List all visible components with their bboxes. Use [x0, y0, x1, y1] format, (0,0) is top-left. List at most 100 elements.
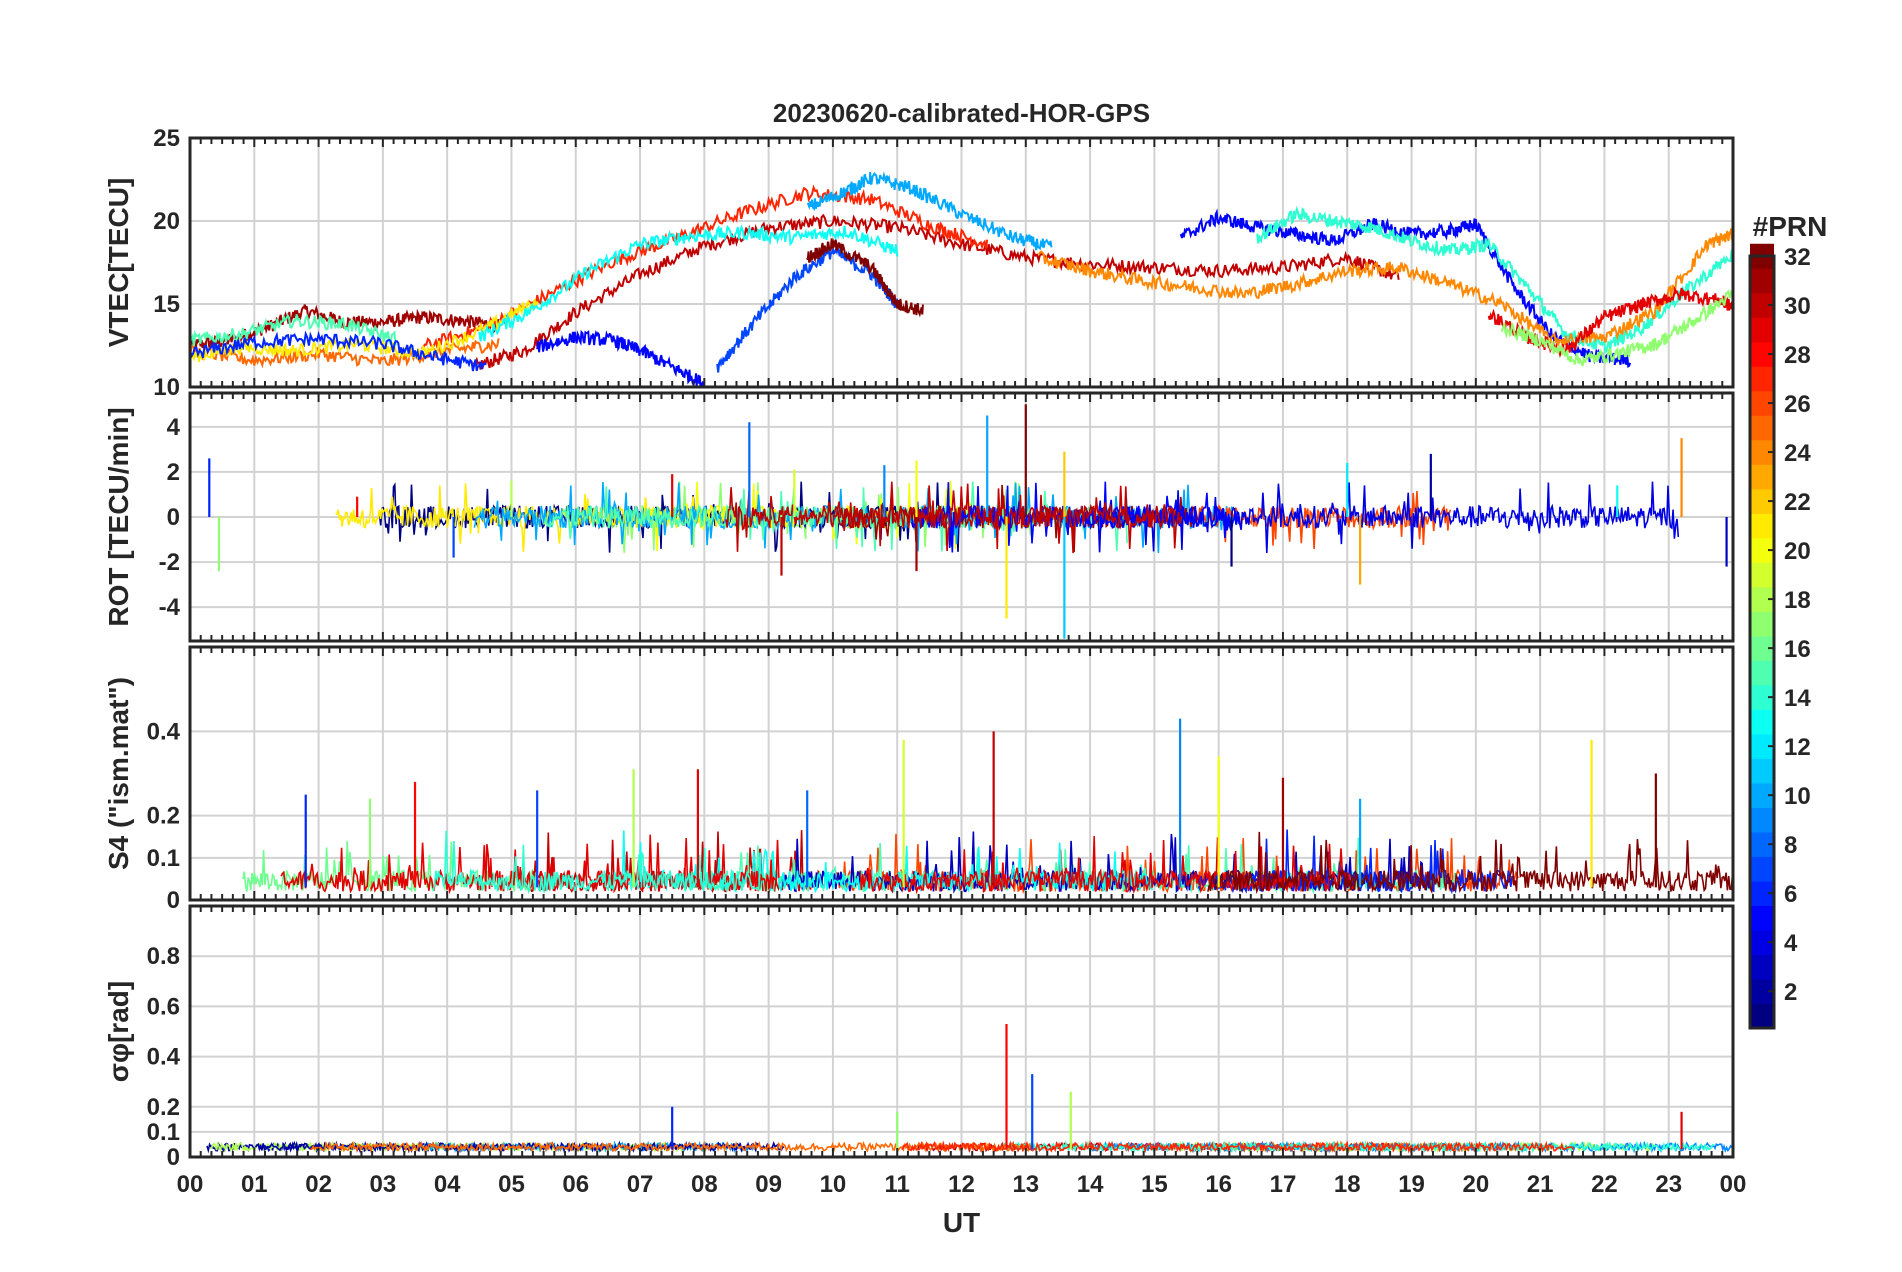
- x-tick-label: 17: [1270, 1171, 1297, 1198]
- x-tick-label: 10: [820, 1171, 847, 1198]
- y-tick-label: 0: [167, 1144, 180, 1171]
- colorbar-tick-label: 16: [1784, 636, 1811, 663]
- y-tick-label: -4: [159, 594, 181, 621]
- data-layer: [208, 404, 1728, 639]
- x-axis-label: UT: [943, 1207, 980, 1238]
- y-tick-label: 4: [167, 414, 181, 441]
- colorbar-tick-label: 18: [1784, 587, 1811, 614]
- data-layer: [206, 1023, 1733, 1154]
- vtec-series-line: [806, 238, 924, 318]
- panel-4: 00.10.2 0.4 0.6 0.8 σφ[rad]: [103, 904, 1735, 1171]
- colorbar-tick-label: 12: [1784, 734, 1811, 761]
- y-tick-label: 10: [153, 374, 180, 401]
- panel-1: 10 15 20 25 VTEC[TECU]: [103, 125, 1735, 401]
- colorbar-swatch: [1750, 415, 1774, 441]
- x-tick-label: 18: [1334, 1171, 1361, 1198]
- colorbar-tick-label: 32: [1784, 244, 1811, 271]
- vtec-series-line: [807, 171, 1053, 251]
- x-tick-label: 20: [1462, 1171, 1489, 1198]
- colorbar-swatch: [1750, 611, 1774, 637]
- x-tick-label: 11: [885, 1171, 910, 1198]
- colorbar-swatch: [1750, 366, 1774, 392]
- x-tick-label: 09: [755, 1171, 782, 1198]
- colorbar-swatch: [1750, 660, 1774, 686]
- y-tick-label: 0.4: [147, 718, 181, 745]
- colorbar-swatch: [1750, 513, 1774, 539]
- x-tick-label: 16: [1205, 1171, 1232, 1198]
- y-tick-label: 0.8: [147, 943, 180, 970]
- series-line: [1207, 831, 1733, 895]
- data-layer: [242, 718, 1733, 895]
- vtec-series-line: [190, 330, 487, 372]
- x-tick-label: 15: [1141, 1171, 1168, 1198]
- colorbar-swatch: [1750, 709, 1774, 735]
- colorbar-tick-label: 10: [1784, 783, 1811, 810]
- panel-2: -4 -2 0 2 4 ROT [TECU/min]: [103, 391, 1735, 643]
- vtec-series-line: [1037, 227, 1733, 350]
- colorbar-tick-label: 22: [1784, 489, 1811, 516]
- y-tick-label: 0.2: [147, 803, 180, 830]
- y-tick-label: 0: [167, 887, 180, 914]
- vtec-series-line: [716, 246, 899, 373]
- colorbar-tick-label: 24: [1784, 440, 1811, 467]
- colorbar-tick-label: 8: [1784, 832, 1797, 859]
- y-tick-label: 25: [153, 125, 180, 152]
- y-tick-label: 0.2: [147, 1094, 180, 1121]
- x-tick-label: 12: [948, 1171, 975, 1198]
- x-tick-label: 01: [241, 1171, 268, 1198]
- colorbar-swatch: [1750, 317, 1774, 343]
- x-axis: 00 01 02 03 04 05 06 07 08 09 10 11 12 13 14 15 16 17 18 19…: [177, 1171, 1747, 1198]
- x-tick-label: 13: [1012, 1171, 1039, 1198]
- x-tick-label: 00: [177, 1171, 204, 1198]
- vtec-series-line: [472, 213, 1400, 370]
- vtec-series-line: [1500, 288, 1733, 367]
- colorbar-swatch: [1750, 905, 1774, 931]
- colorbar-tick-label: 4: [1784, 930, 1798, 957]
- x-tick-label: 14: [1077, 1171, 1104, 1198]
- y-axis-label: σφ[rad]: [103, 981, 134, 1082]
- series-line: [1169, 491, 1452, 550]
- x-tick-label: 07: [627, 1171, 654, 1198]
- chart-title: 20230620-calibrated-HOR-GPS: [773, 98, 1150, 128]
- x-tick-label: 23: [1655, 1171, 1682, 1198]
- y-axis-label: VTEC[TECU]: [103, 178, 134, 348]
- data-layer: [190, 171, 1733, 387]
- series-line: [911, 481, 1243, 553]
- y-tick-label: 0: [167, 504, 180, 531]
- x-tick-label: 08: [691, 1171, 718, 1198]
- y-tick-label: -2: [159, 549, 180, 576]
- colorbar-swatch: [1750, 464, 1774, 490]
- panel-3: 0 0.1 0.2 0.4 S4 ("ism.mat"): [103, 645, 1735, 914]
- colorbar-swatch: [1750, 856, 1774, 882]
- vtec-series-line: [190, 338, 500, 369]
- vtec-series-line: [536, 329, 705, 387]
- colorbar-swatch: [1750, 758, 1774, 784]
- colorbar-tick-label: 14: [1784, 685, 1811, 712]
- colorbar-swatch: [1750, 562, 1774, 588]
- x-tick-label: 06: [562, 1171, 589, 1198]
- y-tick-label: 0.6: [147, 993, 180, 1020]
- y-tick-label: 2: [167, 459, 180, 486]
- x-tick-label: 05: [498, 1171, 525, 1198]
- colorbar-tick-label: 28: [1784, 342, 1811, 369]
- vtec-series-line: [190, 313, 397, 347]
- colorbar-tick-label: 30: [1784, 293, 1811, 320]
- colorbar-swatch: [1750, 1003, 1774, 1029]
- colorbar-label: #PRN: [1753, 211, 1828, 242]
- series-line: [310, 1140, 1032, 1154]
- colorbar-tick-label: 2: [1784, 979, 1797, 1006]
- panels: 10 15 20 25 VTEC[TECU] -4 -2 0 2 4 ROT [TECU/min] 0…: [103, 125, 1735, 1171]
- colorbar-tick-label: 20: [1784, 538, 1811, 565]
- series-line: [725, 481, 1182, 554]
- colorbar-tick-label: 6: [1784, 881, 1797, 908]
- colorbar-tick-label: 26: [1784, 391, 1811, 418]
- vtec-series-line: [1487, 285, 1733, 358]
- colorbar-frame: [1748, 254, 1776, 1030]
- colorbar-swatch: [1750, 954, 1774, 980]
- y-tick-label: 0.4: [147, 1044, 181, 1071]
- colorbar-swatch: [1750, 807, 1774, 833]
- y-tick-label: 0.1: [147, 845, 180, 872]
- x-tick-label: 00: [1720, 1171, 1747, 1198]
